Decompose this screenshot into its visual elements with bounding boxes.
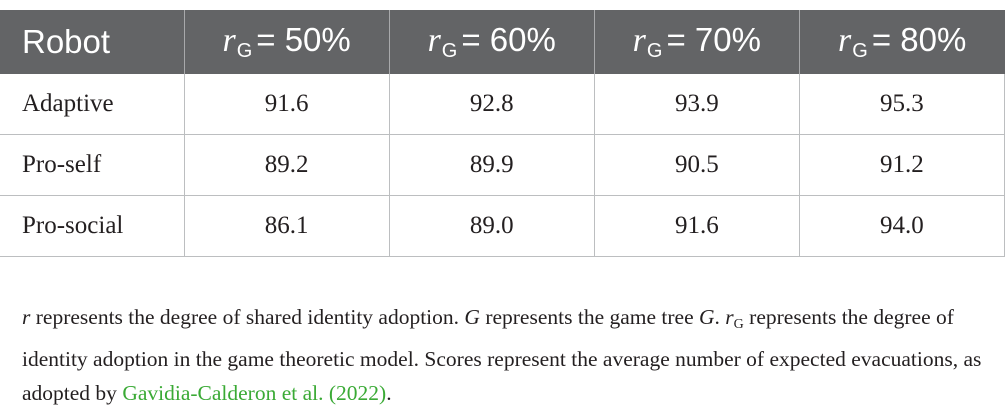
row-label: Pro-social: [0, 195, 185, 257]
table-cell: 95.3: [798, 74, 1005, 135]
footnote-text: represents the degree of identity adopti…: [22, 305, 982, 405]
table-cell: 89.9: [388, 134, 595, 196]
table-cell: 93.9: [593, 74, 800, 135]
footnote-text: .: [714, 305, 726, 329]
table-cell: 92.8: [388, 74, 595, 135]
table-cell: 86.1: [183, 195, 390, 257]
table-cell: 89.0: [388, 195, 595, 257]
footnote-text: represents the game tree: [479, 305, 700, 329]
table-cell: 91.6: [593, 195, 800, 257]
citation-link[interactable]: Gavidia-Calderon et al. (2022): [122, 381, 387, 405]
table-cell: 91.6: [183, 74, 390, 135]
table-footnote: r represents the degree of shared identi…: [22, 300, 1002, 410]
footnote-text: .: [386, 381, 392, 405]
table-cell: 90.5: [593, 134, 800, 196]
header-rg-50: rG = 50%: [183, 10, 390, 74]
results-table: Robot rG = 50% rG = 60% rG = 70% rG = 80% Ad…: [0, 10, 1005, 257]
footnote-var-r: r: [725, 305, 734, 329]
row-label: Pro-self: [0, 134, 185, 196]
footnote-var-g: G: [699, 305, 715, 329]
table-row: Pro-self 89.2 89.9 90.5 91.2: [0, 134, 1005, 196]
footnote-subscript: G: [733, 317, 744, 332]
header-rg-70: rG = 70%: [593, 10, 800, 74]
row-label: Adaptive: [0, 74, 185, 135]
table-row: Adaptive 91.6 92.8 93.9 95.3: [0, 74, 1005, 135]
header-rg-80: rG = 80%: [798, 10, 1005, 74]
footnote-var-g: G: [464, 305, 480, 329]
table-row: Pro-social 86.1 89.0 91.6 94.0: [0, 195, 1005, 257]
footnote-var-r: r: [22, 305, 31, 329]
header-rg-60: rG = 60%: [388, 10, 595, 74]
header-row: Robot rG = 50% rG = 60% rG = 70% rG = 80%: [0, 10, 1005, 74]
results-table-container: Robot rG = 50% rG = 60% rG = 70% rG = 80% Ad…: [0, 10, 1005, 257]
header-robot: Robot: [0, 10, 185, 74]
table-cell: 94.0: [798, 195, 1005, 257]
footnote-text: represents the degree of shared identity…: [30, 305, 465, 329]
table-cell: 91.2: [798, 134, 1005, 196]
table-cell: 89.2: [183, 134, 390, 196]
